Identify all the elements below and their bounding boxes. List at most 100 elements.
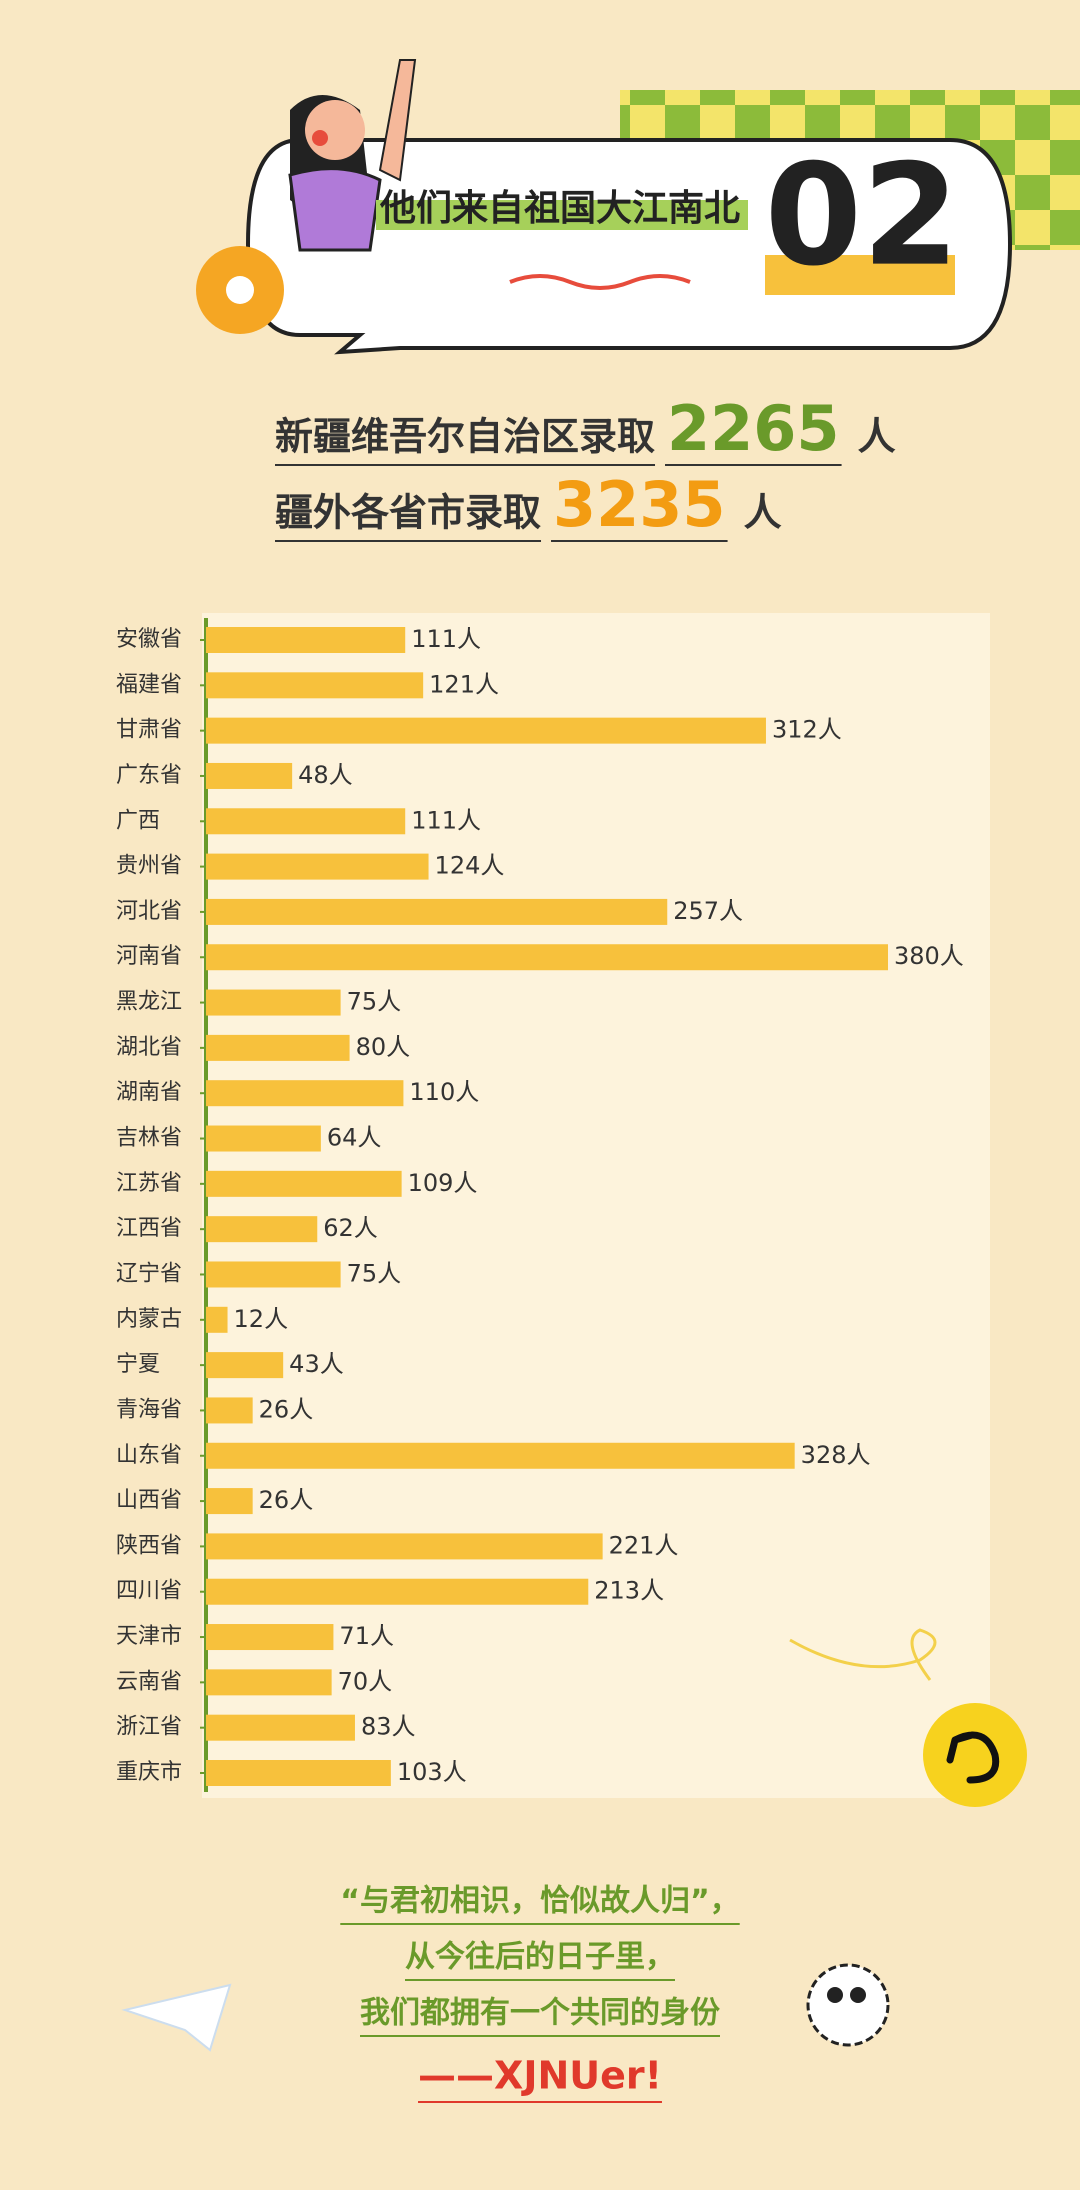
category-label: 内蒙古 (116, 1307, 182, 1332)
category-label: 青海省 (116, 1397, 182, 1422)
bar (206, 1216, 318, 1243)
header-number: 02 (765, 135, 960, 298)
value-label: 257人 (673, 897, 743, 925)
value-label: 109人 (408, 1169, 478, 1197)
bar (206, 1352, 284, 1379)
category-label: 河北省 (116, 899, 182, 924)
bar (206, 1306, 228, 1333)
value-label: 83人 (361, 1713, 416, 1741)
value-label: 111人 (411, 625, 481, 653)
value-label: 103人 (397, 1758, 467, 1786)
bar (206, 944, 888, 971)
bar (206, 1080, 404, 1107)
quote-line: 从今往后的日子里， (405, 1940, 675, 1975)
category-label: 江苏省 (116, 1171, 182, 1196)
bar (206, 1261, 341, 1288)
chart-panel (202, 613, 990, 1798)
category-label: 湖南省 (116, 1080, 182, 1105)
value-label: 43人 (289, 1350, 344, 1378)
signature: ——XJNUer! (418, 2054, 662, 2098)
category-label: 四川省 (116, 1579, 182, 1604)
category-label: 云南省 (116, 1669, 182, 1694)
category-label: 福建省 (116, 672, 182, 697)
stat-label: 疆外各省市录取 (275, 491, 541, 535)
value-label: 75人 (347, 988, 402, 1016)
category-label: 天津市 (116, 1624, 182, 1649)
bar (206, 1034, 350, 1061)
bar (206, 1170, 402, 1197)
value-label: 221人 (609, 1531, 679, 1559)
value-label: 71人 (339, 1622, 394, 1650)
stat-label: 新疆维吾尔自治区录取 (275, 415, 655, 459)
flower (196, 246, 284, 334)
category-label: 吉林省 (116, 1126, 182, 1151)
value-label: 62人 (323, 1214, 378, 1242)
category-label: 贵州省 (116, 854, 182, 879)
stat-number: 2265 (667, 392, 840, 465)
bar (206, 808, 406, 835)
blob-character (806, 1963, 890, 2047)
value-label: 111人 (411, 806, 481, 834)
value-label: 328人 (801, 1441, 871, 1469)
value-label: 75人 (347, 1259, 402, 1287)
value-label: 124人 (435, 852, 505, 880)
category-label: 山东省 (116, 1443, 182, 1468)
value-label: 312人 (772, 716, 842, 744)
bar (206, 717, 766, 744)
category-label: 甘肃省 (116, 718, 182, 743)
value-label: 80人 (356, 1033, 411, 1061)
value-label: 121人 (429, 670, 499, 698)
arrow-icon (946, 1731, 1000, 1784)
girl-illustration (288, 59, 417, 252)
bar (206, 1578, 589, 1605)
wave-decoration (509, 274, 691, 290)
stat-number: 3235 (553, 468, 726, 541)
footer: “与君初相识，恰似故人归”， 从今往后的日子里， 我们都拥有一个共同的身份 ——XJN… (340, 1884, 740, 2103)
squiggle (789, 1628, 937, 1681)
category-label: 辽宁省 (116, 1261, 182, 1286)
value-label: 110人 (409, 1078, 479, 1106)
category-label: 宁夏 (116, 1352, 160, 1377)
category-label: 浙江省 (116, 1715, 182, 1740)
bar (206, 1669, 332, 1696)
bar (206, 627, 406, 653)
category-label: 重庆市 (116, 1760, 182, 1785)
stat-unit: 人 (858, 415, 896, 459)
category-label: 广西 (116, 808, 160, 833)
header-title: 他们来自祖国大江南北 (379, 188, 740, 229)
category-label: 陕西省 (116, 1533, 182, 1558)
value-label: 64人 (327, 1124, 382, 1152)
bar (206, 853, 429, 880)
value-label: 213人 (594, 1577, 664, 1605)
bar (206, 898, 668, 925)
category-label: 安徽省 (116, 627, 182, 652)
category-label: 湖北省 (116, 1035, 182, 1060)
bar (206, 672, 424, 699)
quote-line: 我们都拥有一个共同的身份 (360, 1996, 720, 2031)
category-label: 黑龙江 (116, 990, 182, 1015)
bar (206, 1760, 391, 1786)
category-label: 山西省 (116, 1488, 182, 1513)
value-label: 380人 (894, 942, 964, 970)
value-label: 26人 (259, 1486, 314, 1514)
quote-line: “与君初相识，恰似故人归”， (340, 1884, 739, 1919)
value-label: 70人 (338, 1667, 393, 1695)
bar (206, 989, 341, 1016)
title-highlight (376, 200, 748, 230)
bar (206, 1533, 603, 1560)
bar (206, 1397, 253, 1424)
value-label: 12人 (234, 1305, 289, 1333)
bar (206, 1488, 253, 1515)
stat-unit: 人 (744, 491, 782, 535)
speech-bubble (245, 138, 1013, 355)
value-label: 48人 (298, 761, 353, 789)
category-label: 河南省 (116, 944, 182, 969)
category-label: 江西省 (116, 1216, 182, 1241)
value-label: 26人 (259, 1395, 314, 1423)
bar (206, 1714, 355, 1741)
bar (206, 1624, 334, 1651)
paper-plane (121, 1983, 232, 2052)
